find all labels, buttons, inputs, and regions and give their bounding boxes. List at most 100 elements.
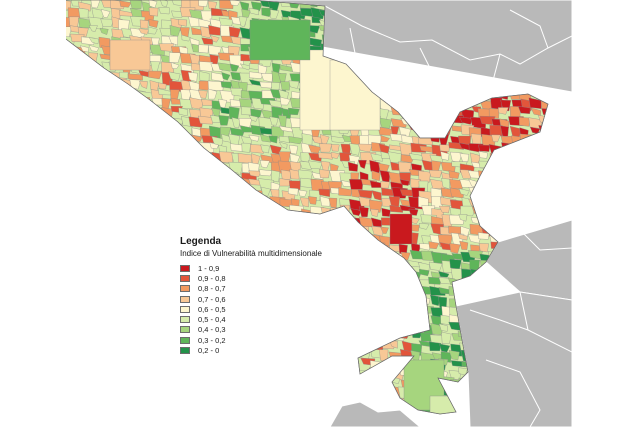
- census-zone[interactable]: [197, 115, 214, 125]
- census-zone[interactable]: [370, 208, 379, 217]
- census-zone[interactable]: [438, 270, 450, 278]
- census-zone[interactable]: [241, 142, 251, 153]
- census-zone[interactable]: [228, 106, 240, 120]
- census-zone[interactable]: [498, 107, 509, 115]
- census-zone[interactable]: [319, 195, 331, 207]
- census-zone[interactable]: [100, 18, 114, 27]
- census-zone[interactable]: [248, 134, 260, 142]
- census-zone[interactable]: [139, 19, 149, 29]
- census-zone[interactable]: [378, 117, 392, 129]
- census-zone[interactable]: [187, 72, 198, 82]
- census-zone[interactable]: [439, 343, 451, 353]
- census-zone[interactable]: [300, 7, 314, 17]
- census-zone[interactable]: [419, 269, 430, 277]
- census-zone[interactable]: [278, 141, 288, 149]
- census-zone[interactable]: [100, 9, 111, 18]
- census-zone[interactable]: [259, 169, 273, 177]
- census-zone[interactable]: [88, 25, 98, 32]
- map-area[interactable]: [66, 0, 572, 427]
- census-zone[interactable]: [288, 107, 300, 116]
- census-zone[interactable]: [99, 27, 109, 35]
- census-zone[interactable]: [288, 187, 299, 196]
- census-zone[interactable]: [221, 72, 231, 81]
- census-zone[interactable]: [230, 127, 245, 137]
- census-zone[interactable]: [428, 169, 443, 178]
- census-zone[interactable]: [218, 115, 230, 126]
- census-zone[interactable]: [259, 127, 274, 135]
- census-zone[interactable]: [279, 96, 291, 106]
- census-zone[interactable]: [231, 117, 241, 129]
- census-zone[interactable]: [419, 243, 432, 251]
- census-zone[interactable]: [517, 105, 531, 114]
- census-zone[interactable]: [260, 144, 270, 154]
- census-zone[interactable]: [358, 206, 369, 218]
- census-zone[interactable]: [380, 135, 390, 142]
- census-zone[interactable]: [371, 170, 381, 181]
- census-zone[interactable]: [428, 241, 440, 250]
- census-zone[interactable]: [248, 114, 259, 122]
- census-zone[interactable]: [198, 90, 208, 99]
- census-zone[interactable]: [458, 188, 470, 196]
- census-zone[interactable]: [349, 143, 361, 156]
- census-zone[interactable]: [288, 136, 303, 145]
- census-zone[interactable]: [518, 116, 531, 127]
- census-zone[interactable]: [229, 99, 242, 107]
- census-zone[interactable]: [347, 161, 358, 172]
- census-zone[interactable]: [308, 144, 322, 154]
- census-zone[interactable]: [439, 144, 450, 152]
- census-zone[interactable]: [338, 187, 352, 197]
- census-zone[interactable]: [441, 178, 451, 190]
- census-zone[interactable]: [370, 153, 384, 162]
- census-zone[interactable]: [308, 160, 323, 170]
- census-zone[interactable]: [489, 124, 503, 137]
- census-zone[interactable]: [449, 179, 463, 189]
- census-zone[interactable]: [418, 170, 431, 183]
- census-zone[interactable]: [158, 7, 170, 15]
- census-zone[interactable]: [280, 169, 292, 181]
- census-zone[interactable]: [448, 350, 460, 361]
- census-zone[interactable]: [148, 7, 159, 17]
- census-zone[interactable]: [278, 125, 294, 133]
- census-zone[interactable]: [478, 150, 488, 159]
- census-zone[interactable]: [458, 214, 468, 222]
- census-zone[interactable]: [381, 207, 391, 217]
- census-zone[interactable]: [260, 73, 273, 83]
- census-zone[interactable]: [468, 234, 482, 244]
- census-zone[interactable]: [330, 136, 347, 144]
- census-zone[interactable]: [249, 71, 264, 79]
- census-zone[interactable]: [398, 161, 412, 173]
- census-zone[interactable]: [389, 213, 413, 245]
- census-zone[interactable]: [269, 144, 282, 155]
- census-zone[interactable]: [371, 190, 382, 201]
- census-zone[interactable]: [380, 181, 390, 189]
- census-zone[interactable]: [318, 152, 334, 160]
- census-zone[interactable]: [249, 7, 259, 16]
- census-zone[interactable]: [198, 0, 209, 7]
- census-zone[interactable]: [79, 45, 89, 53]
- census-zone[interactable]: [389, 204, 404, 213]
- census-zone[interactable]: [139, 80, 148, 89]
- census-zone[interactable]: [370, 217, 382, 227]
- census-zone[interactable]: [238, 16, 248, 28]
- census-zone[interactable]: [289, 169, 302, 180]
- census-zone[interactable]: [171, 10, 184, 18]
- census-zone[interactable]: [239, 63, 252, 71]
- census-zone[interactable]: [269, 116, 279, 126]
- census-zone[interactable]: [88, 44, 99, 52]
- census-zone[interactable]: [279, 135, 291, 143]
- census-zone[interactable]: [459, 169, 472, 179]
- census-zone[interactable]: [230, 87, 243, 97]
- census-zone[interactable]: [127, 73, 143, 81]
- census-zone[interactable]: [330, 144, 340, 152]
- census-zone[interactable]: [440, 151, 450, 161]
- census-zone[interactable]: [259, 81, 274, 89]
- census-zone[interactable]: [199, 61, 213, 72]
- census-zone[interactable]: [260, 134, 273, 143]
- choropleth-map[interactable]: [66, 0, 572, 427]
- census-zone[interactable]: [198, 44, 209, 54]
- census-zone[interactable]: [449, 258, 462, 270]
- census-zone[interactable]: [229, 0, 241, 6]
- census-zone[interactable]: [350, 208, 362, 216]
- census-zone[interactable]: [271, 169, 280, 183]
- census-zone[interactable]: [230, 72, 242, 81]
